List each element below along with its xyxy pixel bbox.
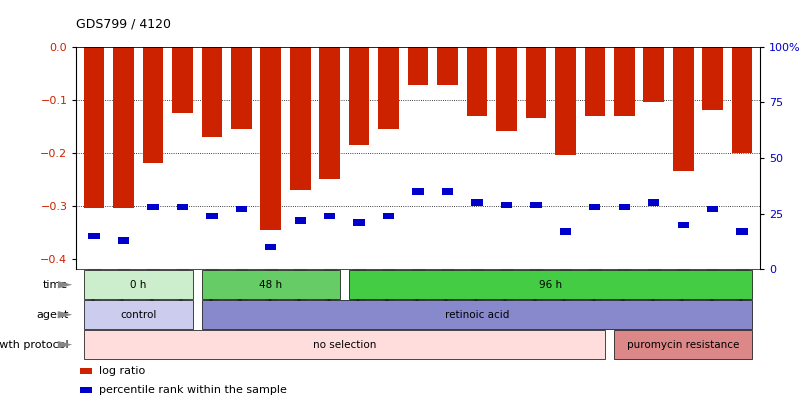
Text: control: control (120, 310, 157, 320)
Bar (349, 47, 369, 145)
Text: 96 h: 96 h (538, 280, 561, 290)
Bar (88, 233, 100, 239)
Text: 0 h: 0 h (130, 280, 146, 290)
Text: GDS799 / 4120: GDS799 / 4120 (76, 17, 171, 30)
Bar (647, 199, 658, 206)
Bar (584, 47, 605, 115)
Bar (442, 188, 453, 194)
Bar (353, 220, 365, 226)
Bar (147, 204, 158, 210)
Text: no selection: no selection (312, 340, 376, 350)
Bar (495, 47, 516, 132)
Bar (113, 47, 133, 208)
Bar (471, 199, 482, 206)
Bar (559, 228, 570, 234)
Bar (437, 47, 457, 85)
Bar (731, 47, 752, 153)
Bar (378, 47, 398, 129)
Bar (118, 237, 129, 243)
Text: percentile rank within the sample: percentile rank within the sample (99, 385, 287, 394)
Bar (618, 204, 630, 210)
Bar (407, 47, 428, 85)
Bar (672, 47, 693, 171)
Text: retinoic acid: retinoic acid (444, 310, 508, 320)
Bar (202, 47, 222, 137)
Text: 48 h: 48 h (259, 280, 282, 290)
Bar (324, 213, 335, 219)
Bar (736, 228, 747, 234)
Bar (706, 206, 717, 212)
Text: agent: agent (36, 310, 68, 320)
Bar (260, 47, 281, 230)
Bar (412, 188, 423, 194)
Bar (230, 47, 251, 129)
Bar (290, 47, 310, 190)
Text: growth protocol: growth protocol (0, 340, 68, 350)
Bar (177, 204, 188, 210)
Bar (265, 244, 276, 250)
Bar (702, 47, 722, 110)
Text: time: time (43, 280, 68, 290)
Bar (525, 47, 545, 118)
Bar (613, 47, 634, 115)
Bar (500, 202, 512, 208)
Bar (589, 204, 600, 210)
Bar (382, 213, 393, 219)
Bar (466, 47, 487, 115)
Bar (529, 202, 541, 208)
Bar (319, 47, 340, 179)
Bar (206, 213, 218, 219)
Bar (554, 47, 575, 155)
Text: log ratio: log ratio (99, 367, 145, 376)
Bar (294, 217, 306, 224)
Bar (84, 47, 104, 208)
Bar (142, 47, 163, 163)
Bar (642, 47, 663, 102)
Text: puromycin resistance: puromycin resistance (626, 340, 739, 350)
Bar (235, 206, 247, 212)
Bar (172, 47, 193, 113)
Bar (677, 222, 688, 228)
